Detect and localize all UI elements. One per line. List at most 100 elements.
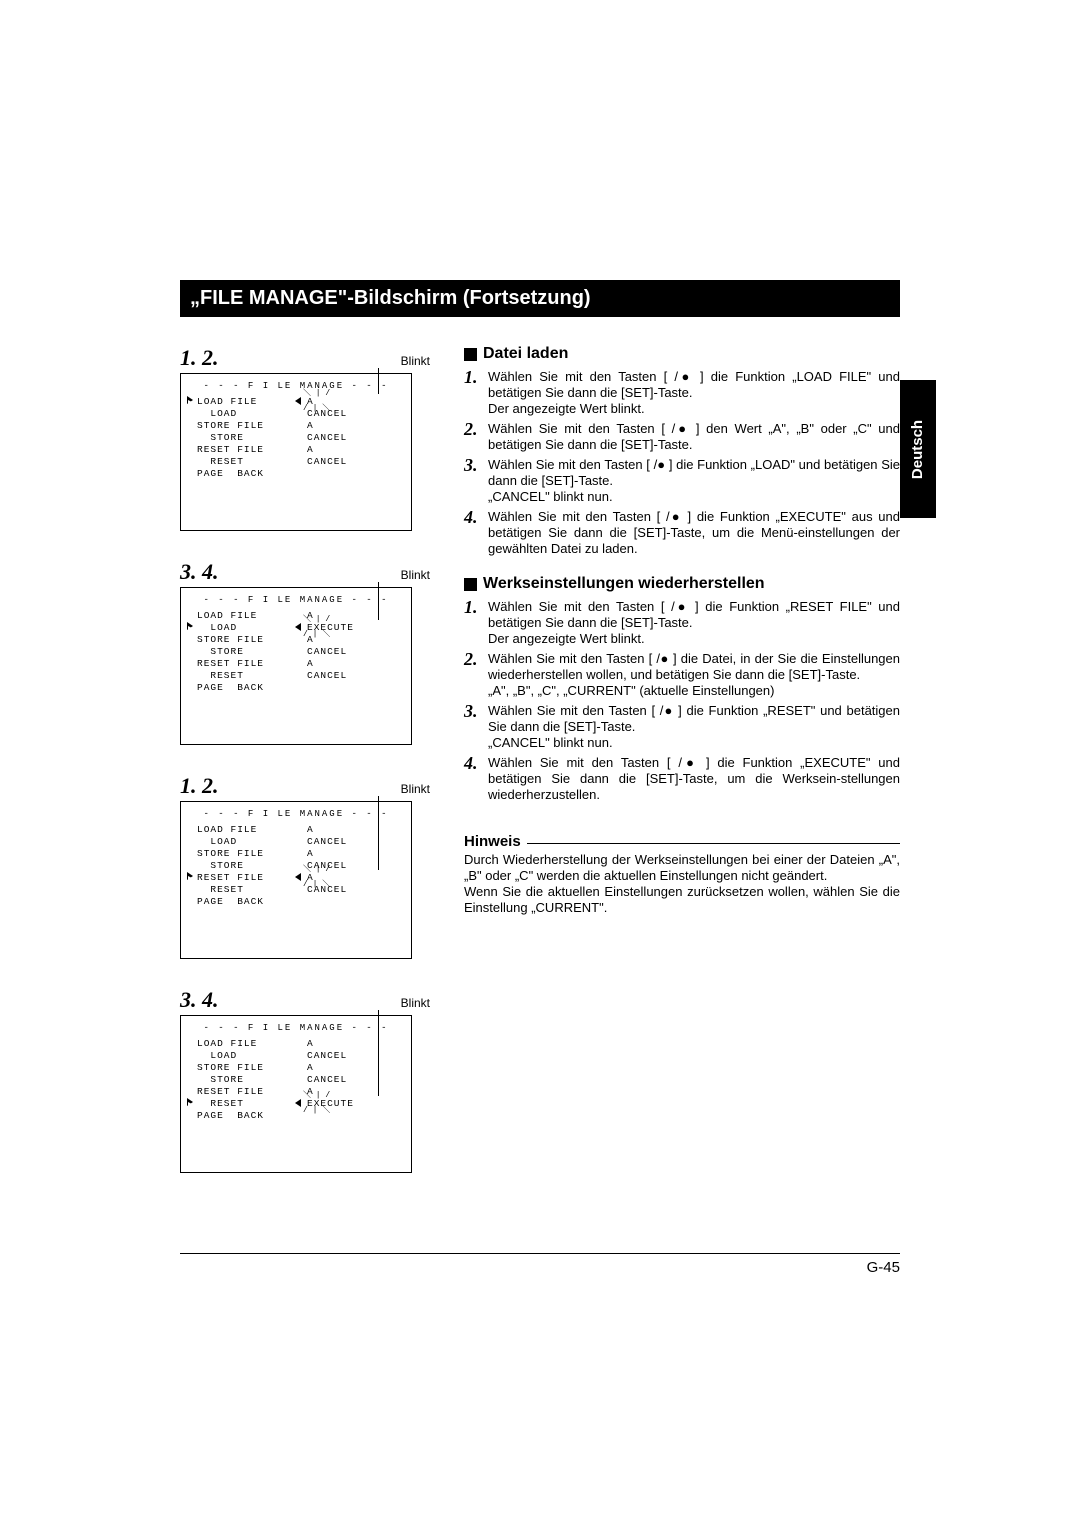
right-column: Datei laden1.Wählen Sie mit den Tasten [… — [430, 345, 900, 1201]
section-heading-text: Datei laden — [483, 345, 568, 363]
osd-row-value: A＼ | // | ＼ — [307, 396, 314, 408]
osd-row: RESETCANCEL — [187, 456, 405, 468]
blink-dash-icon: ＼ | / — [303, 391, 330, 397]
osd-row-value: A — [307, 824, 314, 836]
osd-row-value: A — [307, 1062, 314, 1074]
numbered-step: 1.Wählen Sie mit den Tasten [ /● ] die F… — [464, 599, 900, 647]
hinweis-heading-text: Hinweis — [464, 833, 521, 850]
osd-row-value: A — [307, 1038, 314, 1050]
osd-pointer-icon — [187, 444, 197, 456]
osd-pointer-icon — [187, 1098, 197, 1110]
osd-row-value: A — [307, 848, 314, 860]
osd-row: STORE FILEA — [187, 634, 405, 646]
osd-step-head: 3. 4. Blinkt — [180, 559, 430, 585]
step-number: 4. — [464, 755, 488, 803]
osd-row-label: LOAD — [197, 408, 307, 420]
osd-row-label: LOAD — [197, 836, 307, 848]
osd-pointer-icon — [187, 896, 197, 908]
osd-pointer-icon — [187, 610, 197, 622]
osd-row-label: STORE — [197, 860, 307, 872]
osd-row-label: STORE FILE — [197, 848, 307, 860]
osd-row: PAGE BACK — [187, 468, 405, 480]
language-tab-label: Deutsch — [910, 419, 927, 478]
step-text: Wählen Sie mit den Tasten [ /● ] die Fun… — [488, 755, 900, 803]
blink-dash-icon: / | ＼ — [303, 632, 330, 638]
blink-dash-icon: / | ＼ — [303, 406, 330, 412]
osd-row: STORECANCEL — [187, 646, 405, 658]
osd-row: PAGE BACK — [187, 682, 405, 694]
hinweis-rule — [527, 843, 900, 844]
osd-pointer-icon — [187, 432, 197, 444]
blink-dash-icon: / | ＼ — [303, 1108, 330, 1114]
step-text: Wählen Sie mit den Tasten [ /● ] die Fun… — [488, 509, 900, 557]
osd-row-label: LOAD FILE — [197, 1038, 307, 1050]
osd-box: - - - F I LE MANAGE - - - LOAD FILEA LOAD… — [180, 1015, 412, 1173]
osd-pointer-icon — [187, 408, 197, 420]
osd-row: RESETCANCEL — [187, 670, 405, 682]
numbered-step: 3.Wählen Sie mit den Tasten [ /● ] die F… — [464, 457, 900, 505]
osd-pointer-icon — [187, 1050, 197, 1062]
osd-row: STORECANCEL — [187, 1074, 405, 1086]
osd-pointer-icon — [187, 836, 197, 848]
step-text: Wählen Sie mit den Tasten [ /● ] die Fun… — [488, 369, 900, 417]
osd-pointer-icon — [187, 420, 197, 432]
blinkt-label: Blinkt — [401, 354, 430, 368]
blink-arrow-icon — [295, 623, 301, 635]
osd-row: LOAD FILEA — [187, 1038, 405, 1050]
osd-row-value: CANCEL — [307, 646, 347, 658]
osd-row-label: STORE FILE — [197, 420, 307, 432]
step-number: 1. — [464, 369, 488, 417]
osd-pointer-icon — [187, 658, 197, 670]
osd-row-value: A — [307, 658, 314, 670]
blink-arrow-icon — [295, 1099, 301, 1111]
osd-row-label: PAGE BACK — [197, 468, 307, 480]
osd-row-label: LOAD — [197, 1050, 307, 1062]
osd-pointer-icon — [187, 1110, 197, 1122]
osd-title: - - - F I LE MANAGE - - - — [187, 1022, 405, 1034]
osd-row-label: PAGE BACK — [197, 1110, 307, 1122]
osd-pointer-icon — [187, 1086, 197, 1098]
square-bullet-icon — [464, 348, 477, 361]
osd-row-label: PAGE BACK — [197, 682, 307, 694]
osd-row-label: LOAD FILE — [197, 610, 307, 622]
step-text: Wählen Sie mit den Tasten [ /● ] die Fun… — [488, 457, 900, 505]
step-text: Wählen Sie mit den Tasten [ /● ] die Fun… — [488, 703, 900, 751]
numbered-step: 1.Wählen Sie mit den Tasten [ /● ] die F… — [464, 369, 900, 417]
section-heading: Datei laden — [464, 345, 900, 363]
step-text: Wählen Sie mit den Tasten [ /● ] die Fun… — [488, 599, 900, 647]
osd-row: LOAD FILEA — [187, 824, 405, 836]
step-number: 2. — [464, 651, 488, 699]
osd-row-label: STORE FILE — [197, 1062, 307, 1074]
osd-row-value: CANCEL — [307, 836, 347, 848]
osd-row: RESET FILEA — [187, 658, 405, 670]
blink-dash-icon: / | ＼ — [303, 882, 330, 888]
osd-row-value: EXECUTE＼ | // | ＼ — [307, 622, 354, 634]
step-number: 1. — [464, 599, 488, 647]
osd-box: - - - F I LE MANAGE - - -LOAD FILEA LOAD… — [180, 801, 412, 959]
osd-row: STORE FILEA — [187, 420, 405, 432]
osd-pointer-icon — [187, 872, 197, 884]
osd-pointer-icon — [187, 634, 197, 646]
osd-pointer-icon — [187, 468, 197, 480]
osd-pointer-icon — [187, 646, 197, 658]
step-text: Wählen Sie mit den Tasten [ /● ] die Dat… — [488, 651, 900, 699]
osd-row-label: STORE FILE — [197, 634, 307, 646]
osd-step-group: 3. 4.Blinkt- - - F I LE MANAGE - - -LOAD… — [180, 559, 430, 745]
osd-row: LOADCANCEL — [187, 1050, 405, 1062]
osd-pointer-icon — [187, 824, 197, 836]
osd-step-group: 1. 2.Blinkt- - - F I LE MANAGE - - -LOAD… — [180, 345, 430, 531]
osd-row-value: A＼ | // | ＼ — [307, 872, 314, 884]
osd-step-numbers: 3. 4. — [180, 987, 219, 1013]
osd-row: LOAD FILEA＼ | // | ＼ — [187, 396, 405, 408]
osd-row-label: RESET — [197, 1098, 307, 1110]
osd-step-group: 3. 4.Blinkt- - - F I LE MANAGE - - -LOAD… — [180, 987, 430, 1173]
osd-row: STORE FILEA — [187, 848, 405, 860]
osd-row-value: CANCEL — [307, 1050, 347, 1062]
osd-row: RESET FILEA — [187, 1086, 405, 1098]
osd-step-head: 1. 2.Blinkt — [180, 345, 430, 371]
osd-step-numbers: 3. 4. — [180, 559, 219, 585]
numbered-step: 2.Wählen Sie mit den Tasten [ /● ] den W… — [464, 421, 900, 453]
blinkt-label: Blinkt — [401, 568, 430, 582]
osd-row-value: CANCEL — [307, 670, 347, 682]
osd-box: - - - F I LE MANAGE - - -LOAD FILEA LOAD… — [180, 587, 412, 745]
